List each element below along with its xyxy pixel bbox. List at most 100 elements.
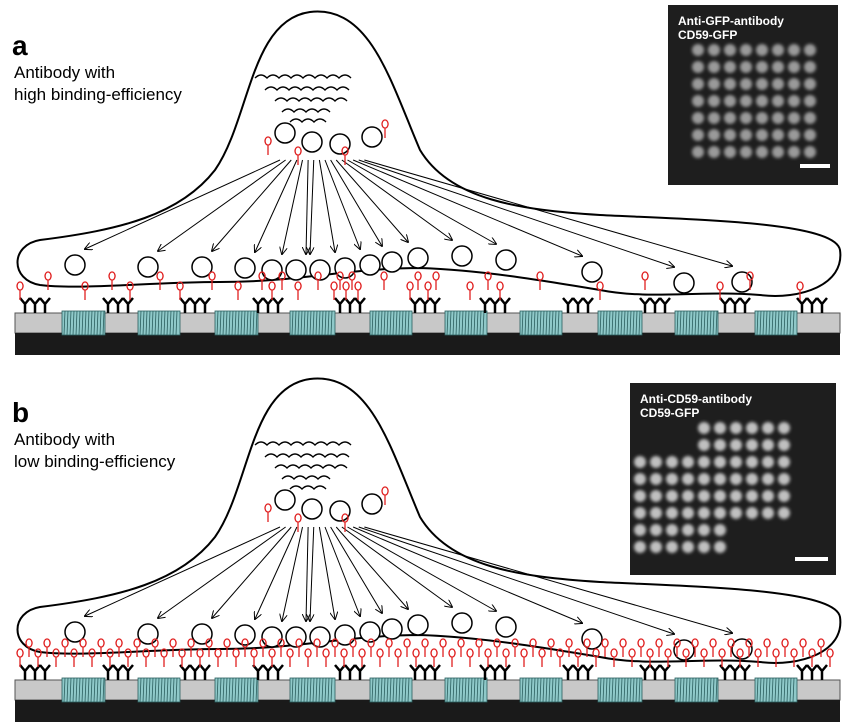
- antibody: [345, 298, 355, 313]
- arrow: [306, 160, 308, 254]
- vesicle: [262, 627, 282, 647]
- golgi: [265, 87, 349, 90]
- vesicle: [362, 494, 382, 514]
- antibody: [355, 298, 365, 313]
- inset-spot: [762, 473, 774, 485]
- inset-spot: [682, 473, 694, 485]
- arrow: [212, 160, 291, 251]
- antibody: [563, 298, 573, 313]
- gfp-marker: [386, 639, 392, 657]
- antibody: [650, 298, 660, 313]
- inset-spot: [692, 146, 704, 158]
- inset-spot: [708, 95, 720, 107]
- coil-block: [675, 311, 718, 335]
- antibody: [40, 298, 50, 313]
- gfp-marker: [717, 282, 723, 300]
- inset-spot: [778, 507, 790, 519]
- antibody: [583, 665, 593, 680]
- inset-spot: [730, 439, 742, 451]
- inset-spot: [804, 95, 816, 107]
- gfp-marker: [575, 649, 581, 667]
- coil-block: [598, 678, 642, 702]
- golgi: [282, 476, 330, 479]
- gfp-marker: [269, 282, 275, 300]
- arrow: [306, 527, 308, 621]
- inset-spot: [756, 112, 768, 124]
- gfp-marker: [642, 272, 648, 290]
- gfp-marker: [791, 649, 797, 667]
- golgi: [255, 75, 351, 78]
- arrow: [85, 160, 280, 249]
- gfp-marker: [425, 282, 431, 300]
- vesicle: [275, 490, 295, 510]
- antibody: [420, 665, 430, 680]
- vesicle: [302, 132, 322, 152]
- inset-spot: [788, 146, 800, 158]
- inset-spot: [804, 44, 816, 56]
- inset-spot: [634, 541, 646, 553]
- vesicle: [235, 258, 255, 278]
- gfp-marker: [71, 649, 77, 667]
- antibody: [420, 298, 430, 313]
- inset-spot: [724, 129, 736, 141]
- gfp-marker: [407, 282, 413, 300]
- inset-spot: [714, 473, 726, 485]
- inset-spot: [666, 490, 678, 502]
- vesicle: [138, 257, 158, 277]
- inset-spot: [778, 490, 790, 502]
- vesicle: [330, 501, 350, 521]
- gfp-marker: [265, 504, 271, 522]
- arrow: [310, 160, 314, 254]
- gfp-marker: [467, 649, 473, 667]
- gfp-marker: [782, 639, 788, 657]
- arrow: [319, 527, 335, 619]
- gfp-marker: [620, 639, 626, 657]
- inset-spot: [698, 439, 710, 451]
- antibody: [30, 665, 40, 680]
- gfp-marker: [265, 137, 271, 155]
- inset-spot: [692, 44, 704, 56]
- gfp-marker: [251, 649, 257, 667]
- gfp-marker: [773, 649, 779, 667]
- antibody: [807, 298, 817, 313]
- arrow: [310, 527, 314, 621]
- golgi: [275, 98, 347, 101]
- gfp-marker: [17, 282, 23, 300]
- gfp-marker: [170, 639, 176, 657]
- gfp-marker: [177, 282, 183, 300]
- golgi: [275, 465, 347, 468]
- inset-spot: [682, 490, 694, 502]
- vesicle: [732, 272, 752, 292]
- golgi: [265, 454, 349, 457]
- antibody: [113, 665, 123, 680]
- arrow: [359, 527, 674, 634]
- inset-spot: [724, 61, 736, 73]
- antibody: [583, 298, 593, 313]
- gfp-marker: [197, 649, 203, 667]
- antibody: [730, 298, 740, 313]
- inset-spot: [724, 112, 736, 124]
- inset-label: CD59-GFP: [678, 28, 737, 42]
- inset-spot: [634, 473, 646, 485]
- inset-label: Anti-CD59-antibody: [640, 392, 752, 406]
- arrow: [158, 527, 286, 618]
- coil-block: [62, 311, 105, 335]
- coil-block: [215, 678, 258, 702]
- vesicle: [582, 262, 602, 282]
- gfp-marker: [331, 282, 337, 300]
- coil-block: [215, 311, 258, 335]
- inset-spot: [804, 146, 816, 158]
- antibody: [123, 665, 133, 680]
- vesicle: [330, 134, 350, 154]
- arrow: [255, 527, 297, 619]
- gfp-marker: [764, 639, 770, 657]
- gfp-marker: [98, 639, 104, 657]
- antibody: [817, 298, 827, 313]
- gfp-marker: [381, 272, 387, 290]
- arrow: [342, 160, 452, 240]
- inset-spot: [788, 95, 800, 107]
- vesicle: [382, 619, 402, 639]
- antibody: [273, 665, 283, 680]
- gfp-marker: [665, 649, 671, 667]
- inset-spot: [682, 456, 694, 468]
